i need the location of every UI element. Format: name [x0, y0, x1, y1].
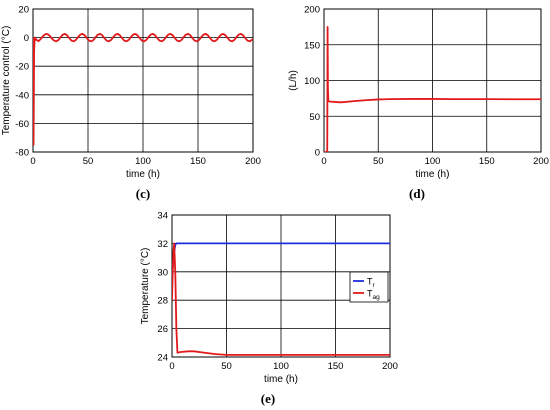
y-tick-label: 0	[24, 33, 29, 44]
y-axis-label: Temperature (°C)	[140, 248, 151, 325]
y-tick-label: -80	[15, 148, 29, 159]
y-axis-label: Temperature control (°C)	[1, 26, 12, 136]
y-tick-label: 24	[157, 353, 168, 364]
chart-1: 0 50 100 150 200 0 50 100 150 200 time (h) (L/h)	[288, 5, 549, 181]
x-axis-label: time (h)	[264, 374, 298, 385]
x-tick-label: 100	[135, 156, 151, 167]
x-tick-label: 200	[533, 156, 549, 167]
y-tick-label: -60	[15, 119, 29, 130]
y-tick-label: 28	[157, 296, 168, 307]
series-line-red	[33, 32, 253, 146]
x-tick-label: 100	[425, 156, 441, 167]
y-tick-label: 100	[304, 76, 320, 87]
panel-label-e: (e)	[261, 391, 275, 406]
y-tick-label: -40	[15, 90, 29, 101]
x-axis-label: time (h)	[126, 169, 160, 180]
legend-box	[349, 271, 389, 303]
x-tick-label: 50	[373, 156, 384, 167]
series-line-red	[324, 25, 541, 152]
legend-entry-label: Tr	[367, 277, 376, 290]
panel-label-d: (d)	[409, 186, 425, 201]
y-tick-label: 32	[157, 239, 168, 250]
y-tick-label: 26	[157, 324, 168, 335]
plot-frame	[323, 8, 542, 153]
x-tick-label: 150	[328, 361, 344, 372]
panel-label-c: (c)	[136, 186, 150, 201]
chart-2: 0 50 100 150 200 24 26 28 30 32 34 time (h) Temperat…	[140, 211, 398, 386]
y-tick-label: -20	[15, 62, 29, 73]
legend-entry-subscript: r	[373, 282, 376, 289]
x-tick-label: 200	[245, 156, 261, 167]
x-tick-label: 50	[221, 361, 232, 372]
x-tick-label: 200	[382, 361, 398, 372]
series-line-red	[172, 242, 390, 356]
y-tick-label: 200	[304, 5, 320, 16]
y-tick-label: 20	[18, 5, 29, 16]
x-tick-label: 0	[30, 156, 35, 167]
x-tick-label: 50	[83, 156, 94, 167]
y-tick-label: 0	[315, 148, 320, 159]
legend-entry-subscript: ag	[373, 294, 381, 301]
y-axis-label: (L/h)	[288, 70, 299, 91]
y-tick-label: 50	[309, 112, 320, 123]
x-tick-label: 150	[479, 156, 495, 167]
y-tick-label: 34	[157, 211, 168, 222]
plots-layer: 0 50 100 150 200 -80 -60 -40 -20 0 20 time (h) Tempe…	[1, 5, 549, 386]
y-tick-label: 30	[157, 267, 168, 278]
chart-0: 0 50 100 150 200 -80 -60 -40 -20 0 20 time (h) Tempe…	[1, 5, 261, 181]
x-tick-label: 0	[321, 156, 326, 167]
x-tick-label: 0	[169, 361, 174, 372]
y-tick-label: 150	[304, 40, 320, 51]
x-tick-label: 100	[273, 361, 289, 372]
x-tick-label: 150	[190, 156, 206, 167]
x-axis-label: time (h)	[416, 169, 450, 180]
